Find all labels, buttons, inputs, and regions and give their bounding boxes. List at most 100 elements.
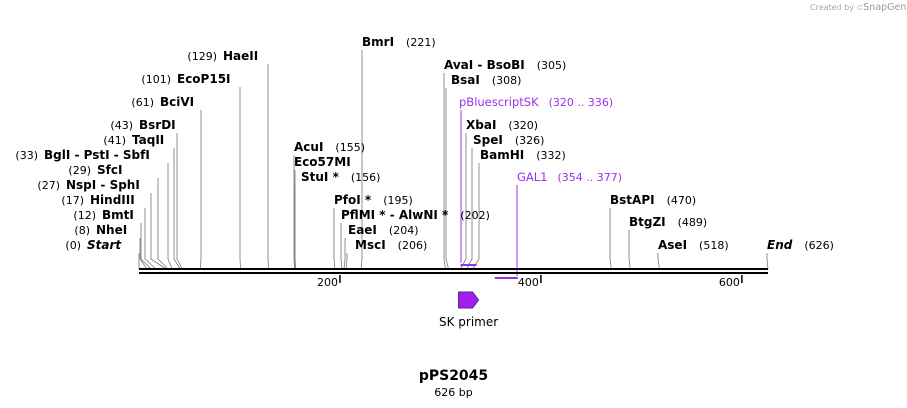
enzyme-site-bmti[interactable]: (12) BmtI [73,208,133,222]
enzyme-site-btgzi[interactable]: BtgZI (489) [629,215,707,229]
site-name-label: PflMI * - AlwNI * [341,208,449,222]
site-name-label: Start [87,238,122,252]
site-name-label: StuI * [301,170,340,184]
site-leader-asei [657,253,660,270]
feature-pbluescriptsk[interactable]: pBluescriptSK (320 .. 336) [459,95,614,266]
site-name-label: AseI [658,238,687,252]
enzyme-site-acui[interactable]: AcuI (155) [294,140,365,154]
enzyme-site-stui-star[interactable]: StuI * (156) [301,170,380,184]
enzyme-sites: (0) Start(8) NheI(12) BmtI (17) HindIII (27) Ns… [15,35,834,252]
site-position-label: (12) [73,209,96,222]
ruler-tick-label: 400 [518,276,539,289]
site-name-label: SfcI [97,163,122,177]
enzyme-site-xbai[interactable]: XbaI (320) [466,118,538,132]
site-name-label: BmtI [102,208,134,222]
enzyme-site-sfci[interactable]: (29) SfcI [68,163,122,177]
ruler-tick-600: 600 [719,275,743,289]
enzyme-site-taqii[interactable]: (41) TaqII [103,133,164,147]
site-position-label: (221) [406,36,436,49]
site-name-label: HaeII [223,49,258,63]
site-leader-acui [293,155,296,270]
primer-annotations: SK primer [439,291,498,329]
enzyme-site-msci[interactable]: MscI (206) [355,238,427,252]
enzyme-site-bsrdi[interactable]: (43) BsrDI [110,118,175,132]
feature-range-label: (320 .. 336) [549,96,614,109]
site-name-label: HindIII [90,193,135,207]
site-name-label: AvaI - BsoBI [444,58,525,72]
site-position-label: (206) [398,239,428,252]
site-position-label: (332) [536,149,566,162]
site-leader-nhei [139,238,148,270]
enzyme-site-eaei[interactable]: EaeI (204) [348,223,419,237]
enzyme-site-bsai[interactable]: BsaI (308) [451,73,521,87]
ruler-ticks: 200 400 600 [317,275,743,289]
site-position-label: (43) [110,119,133,132]
enzyme-site-bmri[interactable]: BmrI (221) [362,35,436,49]
enzyme-site-avai-bsobi[interactable]: AvaI - BsoBI (305) [444,58,566,72]
site-name-label: BtgZI [629,215,666,229]
site-name-label: Eco57MI [294,155,351,169]
site-name-label: EcoP15I [177,72,231,86]
enzyme-site-end[interactable]: End (626) [767,238,834,252]
site-leader-pfoi-star [333,208,336,270]
snapgene-logo-icon: ⊂ [856,3,864,12]
site-name-label: BstAPI [610,193,655,207]
site-name-label: SpeI [473,133,503,147]
enzyme-site-spei[interactable]: SpeI (326) [473,133,544,147]
enzyme-site-eco57mi[interactable]: Eco57MI [294,155,351,169]
site-position-label: (29) [68,164,91,177]
site-position-label: (0) [65,239,81,252]
enzyme-site-asei[interactable]: AseI (518) [658,238,729,252]
site-position-label: (195) [383,194,413,207]
site-position-label: (101) [141,73,171,86]
primer-sk-primer[interactable]: SK primer [439,291,498,329]
enzyme-site-bcivi[interactable]: (61) BciVI [131,95,194,109]
enzyme-site-bstapi[interactable]: BstAPI (470) [610,193,696,207]
site-leader-taqii [173,148,181,270]
enzyme-site-nspi-sphi[interactable]: (27) NspI - SphI [37,178,139,192]
site-name-label: AcuI [294,140,323,154]
enzyme-site-nhei[interactable]: (8) NheI [74,223,127,237]
site-position-label: (155) [335,141,365,154]
site-name-label: MscI [355,238,386,252]
sequence-backbone [139,268,768,274]
feature-range-label: (354 .. 377) [558,171,623,184]
site-name-label: End [767,238,793,252]
site-leader-bgli-psti-sbfi [167,163,173,270]
watermark-brand: SnapGene [863,2,907,13]
ruler-tick-label: 600 [719,276,740,289]
site-position-label: (41) [103,134,126,147]
site-leader-end [766,253,769,270]
site-name-label: XbaI [466,118,496,132]
site-name-label: BmrI [362,35,394,49]
enzyme-site-bgli-psti-sbfi[interactable]: (33) BglI - PstI - SbfI [15,148,149,162]
site-name-label: NheI [96,223,127,237]
enzyme-site-pfoi-star[interactable]: PfoI * (195) [334,193,413,207]
site-leader-eaei [343,238,346,270]
enzyme-site-start[interactable]: (0) Start [65,238,122,252]
site-leader-bsai [445,88,449,270]
enzyme-site-ecop15i[interactable]: (101) EcoP15I [141,72,230,86]
site-name-label: PfoI * [334,193,372,207]
site-leader-stui-star [294,185,297,270]
site-name-label: BamHI [480,148,524,162]
feature-gal1[interactable]: GAL1 (354 .. 377) [494,170,623,279]
site-leader-bcivi [199,110,202,270]
enzyme-site-hindiii[interactable]: (17) HindIII [61,193,134,207]
site-position-label: (33) [15,149,38,162]
enzyme-site-pflmi-star-alwni-star[interactable]: PflMI * - AlwNI * (202) [341,208,490,222]
site-position-label: (61) [131,96,154,109]
site-name-label: BciVI [160,95,194,109]
site-position-label: (8) [74,224,90,237]
enzyme-site-haeii[interactable]: (129) HaeII [187,49,258,63]
site-leader-btgzi [628,230,631,270]
enzyme-site-bamhi[interactable]: BamHI (332) [480,148,566,162]
site-leader-bmri [360,50,363,270]
plasmid-name: pPS2045 [418,368,489,384]
site-leader-nspi-sphi [150,193,167,270]
snapgene-watermark: Created by ⊂SnapGene [810,2,907,13]
plasmid-length: 626 bp [434,386,473,399]
site-position-label: (202) [460,209,490,222]
site-leader-ecop15i [239,87,241,270]
